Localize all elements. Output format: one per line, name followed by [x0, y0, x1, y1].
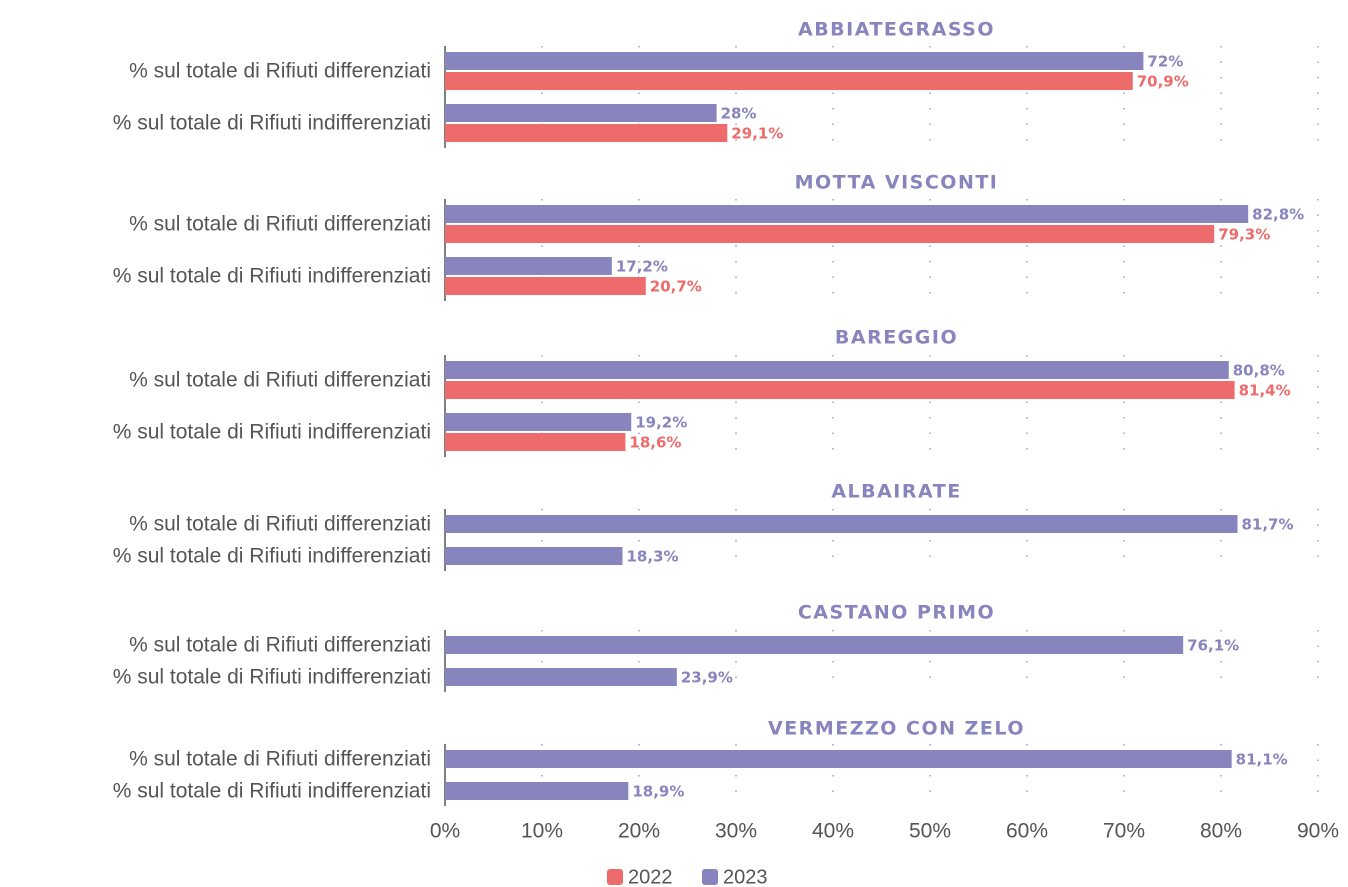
category-label: % sul totale di Rifiuti differenziati	[129, 60, 431, 83]
panel-title: MOTTA VISCONTI	[795, 172, 999, 194]
value-label: 29,1%	[731, 125, 783, 143]
x-tick-label: 70%	[1103, 820, 1145, 843]
category-label: % sul totale di Rifiuti differenziati	[129, 634, 431, 657]
value-label: 18,6%	[629, 434, 681, 452]
bar	[445, 124, 728, 142]
value-label: 70,9%	[1137, 73, 1189, 91]
x-tick-label: 30%	[715, 820, 757, 843]
category-label: % sul totale di Rifiuti indifferenziati	[113, 112, 431, 135]
value-label: 18,3%	[627, 548, 679, 566]
bar	[445, 636, 1184, 654]
value-label: 18,9%	[632, 783, 684, 801]
bar	[445, 668, 677, 686]
value-label: 72%	[1147, 53, 1183, 71]
panel-title: BAREGGIO	[835, 327, 958, 349]
panel-title: VERMEZZO CON ZELO	[768, 718, 1025, 740]
x-tick-label: 60%	[1006, 820, 1048, 843]
category-label: % sul totale di Rifiuti differenziati	[129, 748, 431, 771]
legend-label: 2023	[723, 866, 768, 887]
value-label: 81,4%	[1239, 382, 1291, 400]
value-label: 19,2%	[635, 414, 687, 432]
category-label: % sul totale di Rifiuti indifferenziati	[113, 545, 431, 568]
panel-title: ALBAIRATE	[831, 481, 961, 503]
bar	[445, 515, 1238, 533]
category-label: % sul totale di Rifiuti indifferenziati	[113, 780, 431, 803]
bar	[445, 413, 632, 431]
value-label: 23,9%	[681, 669, 733, 687]
value-label: 76,1%	[1187, 637, 1239, 655]
bar	[445, 225, 1215, 243]
panel-title: ABBIATEGRASSO	[798, 19, 995, 41]
category-label: % sul totale di Rifiuti indifferenziati	[113, 421, 431, 444]
bar	[445, 277, 646, 295]
bar	[445, 433, 626, 451]
bar	[445, 205, 1249, 223]
bar	[445, 52, 1144, 70]
x-tick-label: 0%	[430, 820, 460, 843]
value-label: 82,8%	[1252, 206, 1304, 224]
category-label: % sul totale di Rifiuti indifferenziati	[113, 666, 431, 689]
legend-swatch	[607, 869, 623, 885]
x-tick-label: 20%	[618, 820, 660, 843]
bar	[445, 750, 1232, 768]
bar	[445, 257, 612, 275]
legend-swatch	[702, 869, 718, 885]
x-tick-label: 80%	[1200, 820, 1242, 843]
value-label: 80,8%	[1233, 362, 1285, 380]
value-label: 20,7%	[650, 278, 702, 296]
bar	[445, 782, 629, 800]
bar	[445, 104, 717, 122]
category-label: % sul totale di Rifiuti differenziati	[129, 513, 431, 536]
x-tick-label: 10%	[521, 820, 563, 843]
value-label: 81,7%	[1241, 516, 1293, 534]
bar	[445, 381, 1235, 399]
bar	[445, 72, 1133, 90]
category-label: % sul totale di Rifiuti indifferenziati	[113, 265, 431, 288]
x-tick-label: 90%	[1297, 820, 1339, 843]
category-label: % sul totale di Rifiuti differenziati	[129, 213, 431, 236]
value-label: 81,1%	[1236, 751, 1288, 769]
panel-title: CASTANO PRIMO	[798, 602, 995, 624]
value-label: 28%	[721, 105, 757, 123]
value-label: 79,3%	[1218, 226, 1270, 244]
bar	[445, 361, 1229, 379]
bar	[445, 547, 623, 565]
legend-label: 2022	[628, 866, 673, 887]
x-tick-label: 50%	[909, 820, 951, 843]
x-tick-label: 40%	[812, 820, 854, 843]
category-label: % sul totale di Rifiuti differenziati	[129, 369, 431, 392]
value-label: 17,2%	[616, 258, 668, 276]
